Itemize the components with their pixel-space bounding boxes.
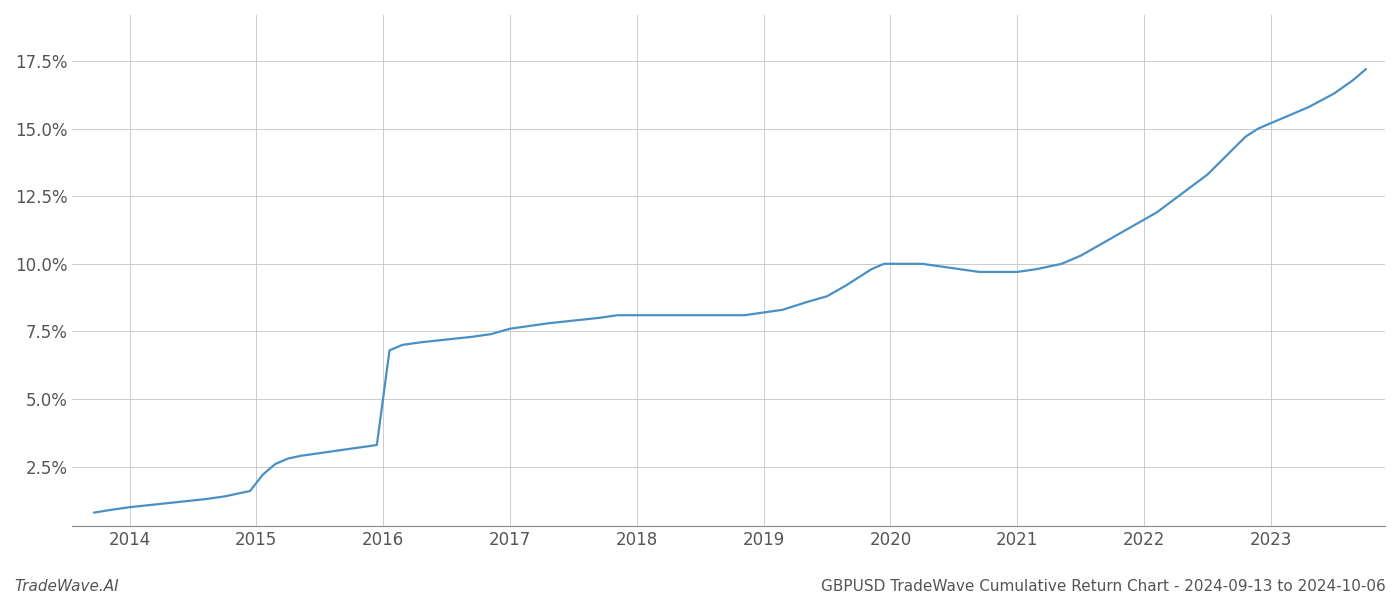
Text: GBPUSD TradeWave Cumulative Return Chart - 2024-09-13 to 2024-10-06: GBPUSD TradeWave Cumulative Return Chart…: [822, 579, 1386, 594]
Text: TradeWave.AI: TradeWave.AI: [14, 579, 119, 594]
